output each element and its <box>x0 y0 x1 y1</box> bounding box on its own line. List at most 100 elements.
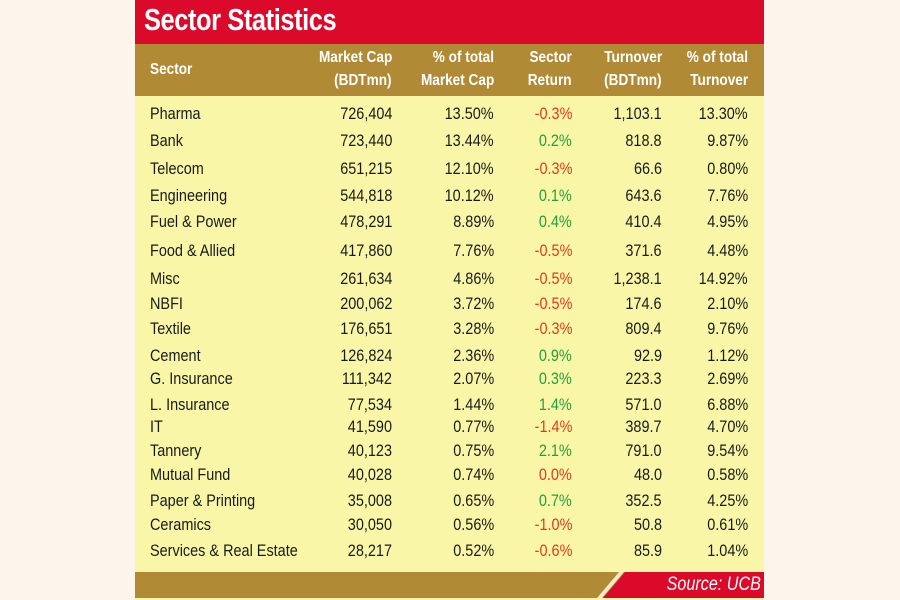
cell-pct-market-cap: 0.52% <box>453 541 494 560</box>
title-bar: Sector Statistics <box>135 0 764 44</box>
cell-turnover: 809.4 <box>625 319 662 338</box>
cell-sector: Tannery <box>150 441 202 460</box>
cell-turnover: 791.0 <box>625 441 662 460</box>
cell-market-cap: 726,404 <box>339 104 392 123</box>
header-pct-market-cap-line2: Market Cap <box>420 72 494 89</box>
source-badge: Source: UCB <box>603 572 764 598</box>
cell-pct-turnover: 9.87% <box>707 131 748 150</box>
header-sector: Sector <box>150 61 193 78</box>
cell-market-cap: 30,050 <box>347 515 392 534</box>
cell-turnover: 389.7 <box>625 417 662 436</box>
header-sector-return-line1: Sector <box>529 49 572 66</box>
cell-pct-turnover: 4.70% <box>707 417 748 436</box>
cell-turnover: 1,238.1 <box>613 269 662 288</box>
cell-turnover: 85.9 <box>633 541 662 560</box>
cell-sector-return: -1.0% <box>534 515 572 534</box>
table-row: L. Insurance 77,534 1.44% 1.4% 571.0 6.88% <box>135 393 764 417</box>
header-pct-turnover-line1: % of total <box>686 49 748 66</box>
cell-pct-turnover: 1.12% <box>707 346 748 365</box>
cell-pct-market-cap: 13.44% <box>444 131 494 150</box>
table-row: Ceramics 30,050 0.56% -1.0% 50.8 0.61% <box>135 513 764 537</box>
table-row: G. Insurance 111,342 2.07% 0.3% 223.3 2.69% <box>135 367 764 391</box>
cell-market-cap: 28,217 <box>347 541 392 560</box>
cell-pct-turnover: 14.92% <box>698 269 748 288</box>
table-title: Sector Statistics <box>144 2 337 37</box>
table-row: Fuel & Power 478,291 8.89% 0.4% 410.4 4.95% <box>135 210 764 234</box>
cell-turnover: 223.3 <box>625 369 662 388</box>
cell-sector-return: -1.4% <box>534 417 572 436</box>
cell-sector-return: 1.4% <box>539 395 572 414</box>
cell-sector: Pharma <box>150 104 201 123</box>
cell-pct-turnover: 2.69% <box>707 369 748 388</box>
header-turnover-line2: (BDTmn) <box>604 72 662 89</box>
header-turnover-line1: Turnover <box>604 49 662 66</box>
table-row: NBFI 200,062 3.72% -0.5% 174.6 2.10% <box>135 292 764 316</box>
table-row: Misc 261,634 4.86% -0.5% 1,238.1 14.92% <box>135 267 764 291</box>
cell-turnover: 571.0 <box>625 395 662 414</box>
cell-turnover: 48.0 <box>633 465 662 484</box>
cell-pct-turnover: 4.48% <box>707 241 748 260</box>
cell-sector-return: -0.5% <box>534 294 572 313</box>
cell-market-cap: 723,440 <box>339 131 392 150</box>
cell-sector-return: 0.2% <box>539 131 572 150</box>
cell-sector: Food & Allied <box>150 241 236 260</box>
cell-market-cap: 200,062 <box>339 294 392 313</box>
cell-pct-market-cap: 10.12% <box>444 186 494 205</box>
cell-sector: Mutual Fund <box>150 465 231 484</box>
cell-sector: Telecom <box>150 159 204 178</box>
cell-sector-return: -0.6% <box>534 541 572 560</box>
cell-sector: Textile <box>150 319 191 338</box>
cell-sector-return: 0.9% <box>539 346 572 365</box>
cell-pct-turnover: 9.54% <box>707 441 748 460</box>
header-pct-turnover-line2: Turnover <box>690 72 748 89</box>
cell-turnover: 371.6 <box>625 241 662 260</box>
cell-sector: Misc <box>150 269 180 288</box>
table-row: Tannery 40,123 0.75% 2.1% 791.0 9.54% <box>135 439 764 463</box>
cell-sector-return: -0.5% <box>534 241 572 260</box>
cell-pct-market-cap: 12.10% <box>444 159 494 178</box>
cell-sector: IT <box>150 417 163 436</box>
cell-sector: Engineering <box>150 186 228 205</box>
table-row: Paper & Printing 35,008 0.65% 0.7% 352.5 4.25… <box>135 489 764 513</box>
cell-sector-return: 0.3% <box>539 369 572 388</box>
cell-pct-market-cap: 1.44% <box>453 395 494 414</box>
cell-sector: Fuel & Power <box>150 212 237 231</box>
cell-pct-market-cap: 7.76% <box>453 241 494 260</box>
table-row: Textile 176,651 3.28% -0.3% 809.4 9.76% <box>135 317 764 341</box>
cell-turnover: 643.6 <box>625 186 662 205</box>
cell-pct-turnover: 6.88% <box>707 395 748 414</box>
header-sector-return-line2: Return <box>528 72 572 89</box>
cell-market-cap: 417,860 <box>339 241 392 260</box>
cell-pct-market-cap: 0.77% <box>453 417 494 436</box>
cell-pct-market-cap: 0.75% <box>453 441 494 460</box>
cell-pct-turnover: 0.61% <box>707 515 748 534</box>
cell-turnover: 818.8 <box>625 131 662 150</box>
table-row: Services & Real Estate 28,217 0.52% -0.6% 85… <box>135 539 764 563</box>
cell-turnover: 410.4 <box>625 212 662 231</box>
header-pct-market-cap-line1: % of total <box>432 49 494 66</box>
cell-market-cap: 478,291 <box>339 212 392 231</box>
table-row: Mutual Fund 40,028 0.74% 0.0% 48.0 0.58% <box>135 463 764 487</box>
cell-turnover: 1,103.1 <box>613 104 662 123</box>
cell-pct-turnover: 7.76% <box>707 186 748 205</box>
cell-pct-turnover: 4.25% <box>707 491 748 510</box>
cell-market-cap: 176,651 <box>339 319 392 338</box>
table-header: Sector Market Cap (BDTmn) % of total Mar… <box>135 44 764 96</box>
cell-sector: NBFI <box>150 294 183 313</box>
cell-market-cap: 651,215 <box>339 159 392 178</box>
cell-pct-market-cap: 13.50% <box>444 104 494 123</box>
cell-sector-return: -0.3% <box>534 104 572 123</box>
cell-sector-return: -0.3% <box>534 319 572 338</box>
header-market-cap-line1: Market Cap <box>318 49 392 66</box>
cell-sector-return: 2.1% <box>539 441 572 460</box>
cell-sector-return: -0.5% <box>534 269 572 288</box>
cell-pct-turnover: 0.80% <box>707 159 748 178</box>
cell-pct-market-cap: 4.86% <box>453 269 494 288</box>
sector-statistics-table: Sector Statistics Sector Market Cap (BDT… <box>135 0 764 600</box>
table-row: Telecom 651,215 12.10% -0.3% 66.6 0.80% <box>135 157 764 181</box>
table-row: Food & Allied 417,860 7.76% -0.5% 371.6 4.48% <box>135 239 764 263</box>
cell-pct-turnover: 2.10% <box>707 294 748 313</box>
cell-pct-market-cap: 0.65% <box>453 491 494 510</box>
cell-pct-market-cap: 8.89% <box>453 212 494 231</box>
cell-pct-turnover: 13.30% <box>698 104 748 123</box>
